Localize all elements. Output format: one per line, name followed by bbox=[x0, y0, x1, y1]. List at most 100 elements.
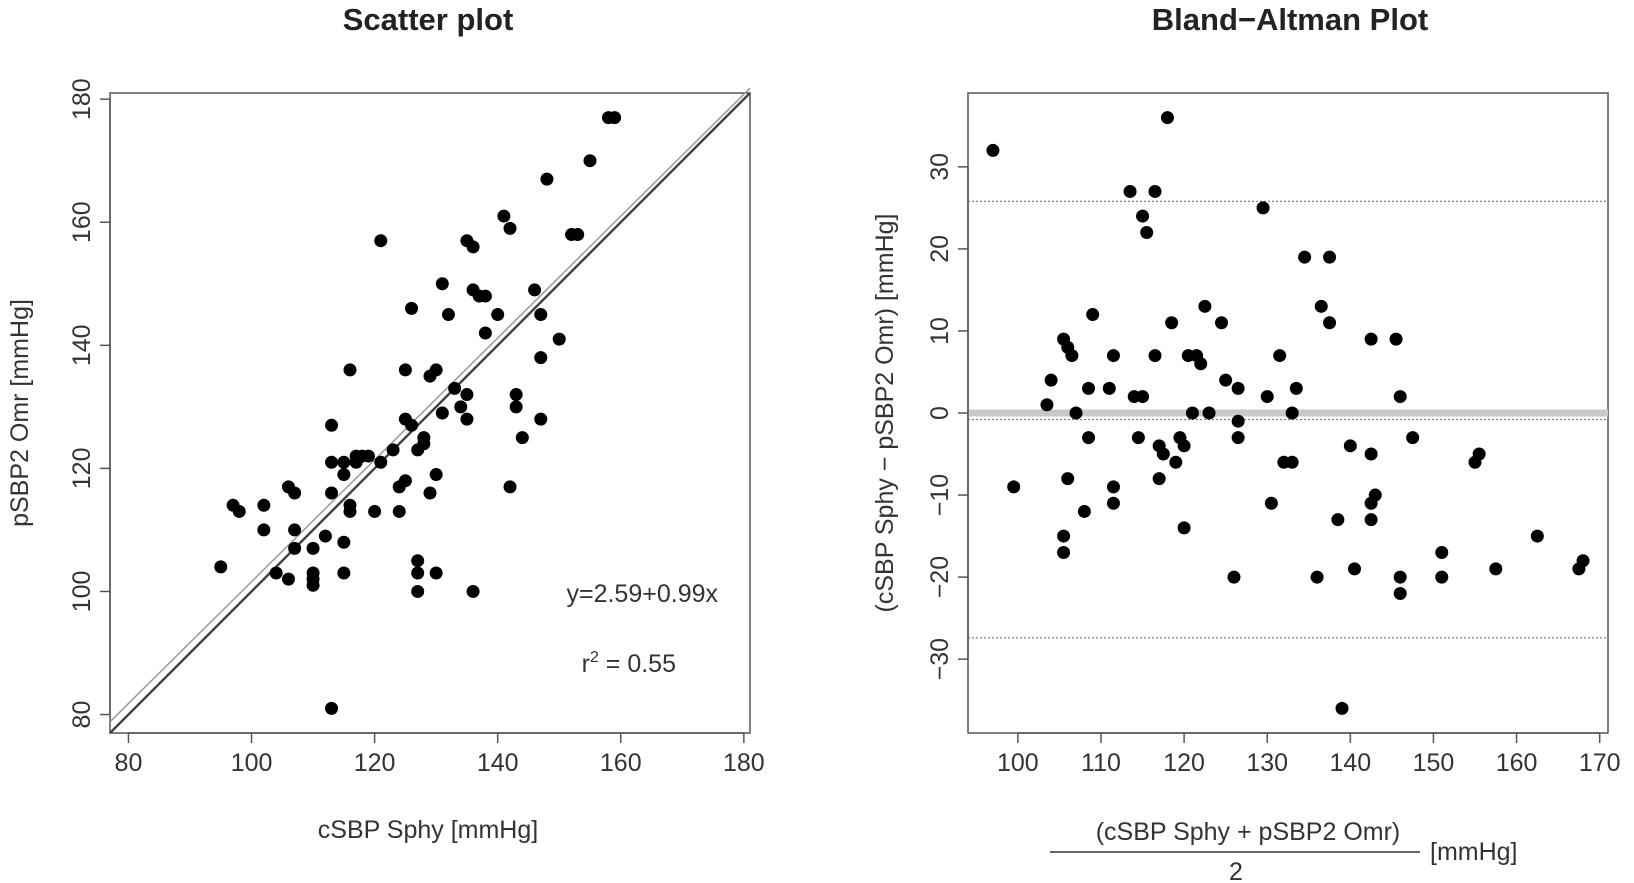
bland-altman-title: Bland−Altman Plot bbox=[1152, 2, 1428, 37]
scatter-data-point bbox=[608, 111, 622, 125]
bland-altman-data-point bbox=[1219, 373, 1233, 387]
scatter-data-point bbox=[411, 584, 425, 598]
bland-altman-data-point bbox=[1530, 529, 1544, 543]
bland-altman-data-point bbox=[1393, 390, 1407, 404]
bland-altman-data-point bbox=[1256, 201, 1270, 215]
bland-altman-data-point bbox=[1106, 480, 1120, 494]
bland-altman-data-point bbox=[1040, 398, 1054, 412]
scatter-data-point bbox=[448, 381, 462, 395]
r-squared-annotation: r2 = 0.55 bbox=[582, 649, 676, 678]
scatter-data-point bbox=[232, 504, 246, 518]
scatter-data-point bbox=[368, 504, 382, 518]
bland-altman-data-point bbox=[1406, 431, 1420, 445]
scatter-x-tick-label: 140 bbox=[477, 749, 519, 777]
bland-altman-data-point bbox=[1323, 316, 1337, 330]
bland-altman-x-label-numerator: (cSBP Sphy + pSBP2 Omr) bbox=[1096, 818, 1401, 846]
scatter-data-point bbox=[257, 523, 271, 537]
bland-altman-data-point bbox=[1393, 587, 1407, 601]
scatter-data-point bbox=[214, 560, 228, 574]
bland-altman-data-point bbox=[1273, 349, 1287, 363]
bland-altman-data-point bbox=[1169, 455, 1183, 469]
scatter-x-tick-label: 160 bbox=[600, 749, 642, 777]
scatter-x-tick-label: 180 bbox=[723, 749, 765, 777]
scatter-data-point bbox=[435, 277, 449, 291]
bland-altman-y-tick-label: −30 bbox=[926, 638, 954, 680]
bland-altman-data-point bbox=[1140, 225, 1154, 239]
bland-altman-data-point bbox=[1231, 414, 1245, 428]
bland-altman-data-point bbox=[1364, 447, 1378, 461]
scatter-data-point bbox=[374, 234, 388, 248]
bland-altman-data-point bbox=[1185, 406, 1199, 420]
bland-altman-data-point bbox=[1347, 562, 1361, 576]
scatter-x-tick-label: 120 bbox=[354, 749, 396, 777]
bland-altman-data-point bbox=[1152, 472, 1166, 486]
scatter-data-point bbox=[429, 566, 443, 580]
scatter-data-point bbox=[503, 480, 517, 494]
bland-altman-data-point bbox=[1106, 496, 1120, 510]
bland-altman-data-point bbox=[1086, 308, 1100, 322]
bland-altman-x-tick-label: 130 bbox=[1246, 749, 1288, 777]
scatter-data-point bbox=[337, 535, 351, 549]
bland-altman-x-tick-label: 170 bbox=[1579, 749, 1621, 777]
scatter-data-point bbox=[429, 363, 443, 377]
scatter-data-point bbox=[411, 566, 425, 580]
scatter-data-point bbox=[325, 418, 339, 432]
bland-altman-data-point bbox=[1148, 184, 1162, 198]
scatter-x-axis: 80 100 120 140 160 180 bbox=[115, 732, 765, 777]
scatter-data-point bbox=[343, 498, 357, 512]
scatter-x-tick-label: 80 bbox=[115, 749, 143, 777]
scatter-data-point bbox=[374, 455, 388, 469]
bland-altman-data-point bbox=[1057, 545, 1071, 559]
scatter-data-point bbox=[478, 289, 492, 303]
bland-altman-y-tick-label: 20 bbox=[926, 235, 954, 263]
bland-altman-y-tick-label: 0 bbox=[926, 406, 954, 420]
scatter-data-point bbox=[509, 388, 523, 402]
bland-altman-x-label-denominator: 2 bbox=[1229, 858, 1243, 883]
scatter-points bbox=[214, 111, 622, 715]
bland-altman-x-tick-label: 160 bbox=[1496, 749, 1538, 777]
r-squared-superscript: 2 bbox=[590, 649, 599, 666]
bland-altman-reference-lines bbox=[968, 200, 1608, 639]
bland-altman-data-point bbox=[1136, 390, 1150, 404]
bland-altman-data-point bbox=[1335, 701, 1349, 715]
bland-altman-data-point bbox=[1194, 357, 1208, 371]
scatter-y-tick-label: 140 bbox=[68, 324, 96, 366]
bland-altman-data-point bbox=[1368, 488, 1382, 502]
bland-altman-y-axis-label: (cSBP Sphy − pSBP2 Omr) [mmHg] bbox=[871, 214, 899, 613]
scatter-y-tick-label: 120 bbox=[68, 448, 96, 490]
scatter-data-point bbox=[281, 572, 295, 586]
bland-altman-data-point bbox=[1148, 349, 1162, 363]
scatter-data-point bbox=[325, 701, 339, 715]
scatter-data-point bbox=[503, 221, 517, 235]
bland-altman-data-point bbox=[1323, 250, 1337, 264]
scatter-data-point bbox=[417, 437, 431, 451]
bland-altman-data-point bbox=[1364, 332, 1378, 346]
scatter-data-point bbox=[528, 283, 542, 297]
bland-altman-x-label-unit: [mmHg] bbox=[1430, 838, 1518, 866]
scatter-data-point bbox=[435, 406, 449, 420]
scatter-title: Scatter plot bbox=[343, 2, 514, 37]
bland-altman-data-point bbox=[1007, 480, 1021, 494]
bland-altman-data-point bbox=[1082, 431, 1096, 445]
bland-altman-data-point bbox=[1057, 529, 1071, 543]
scatter-data-point bbox=[466, 584, 480, 598]
bland-altman-data-point bbox=[1227, 570, 1241, 584]
scatter-data-point bbox=[306, 541, 320, 555]
bland-altman-data-point bbox=[1285, 406, 1299, 420]
bland-altman-data-point bbox=[1165, 316, 1179, 330]
bland-altman-data-point bbox=[1576, 554, 1590, 568]
regression-equation: y=2.59+0.99x bbox=[566, 580, 718, 608]
bland-altman-data-point bbox=[1160, 111, 1174, 125]
bland-altman-y-tick-label: −10 bbox=[926, 474, 954, 516]
scatter-data-point bbox=[491, 308, 505, 322]
bland-altman-data-point bbox=[1231, 381, 1245, 395]
bland-altman-data-point bbox=[1077, 504, 1091, 518]
scatter-data-point bbox=[306, 578, 320, 592]
bland-altman-data-point bbox=[1044, 373, 1058, 387]
scatter-y-tick-label: 180 bbox=[68, 78, 96, 120]
bland-altman-data-point bbox=[1082, 381, 1096, 395]
bland-altman-data-point bbox=[1136, 209, 1150, 223]
bland-altman-panel: Bland−Altman Plot 100 110 120 130 140 150 160 1… bbox=[871, 2, 1621, 883]
bland-altman-data-point bbox=[1061, 472, 1075, 486]
